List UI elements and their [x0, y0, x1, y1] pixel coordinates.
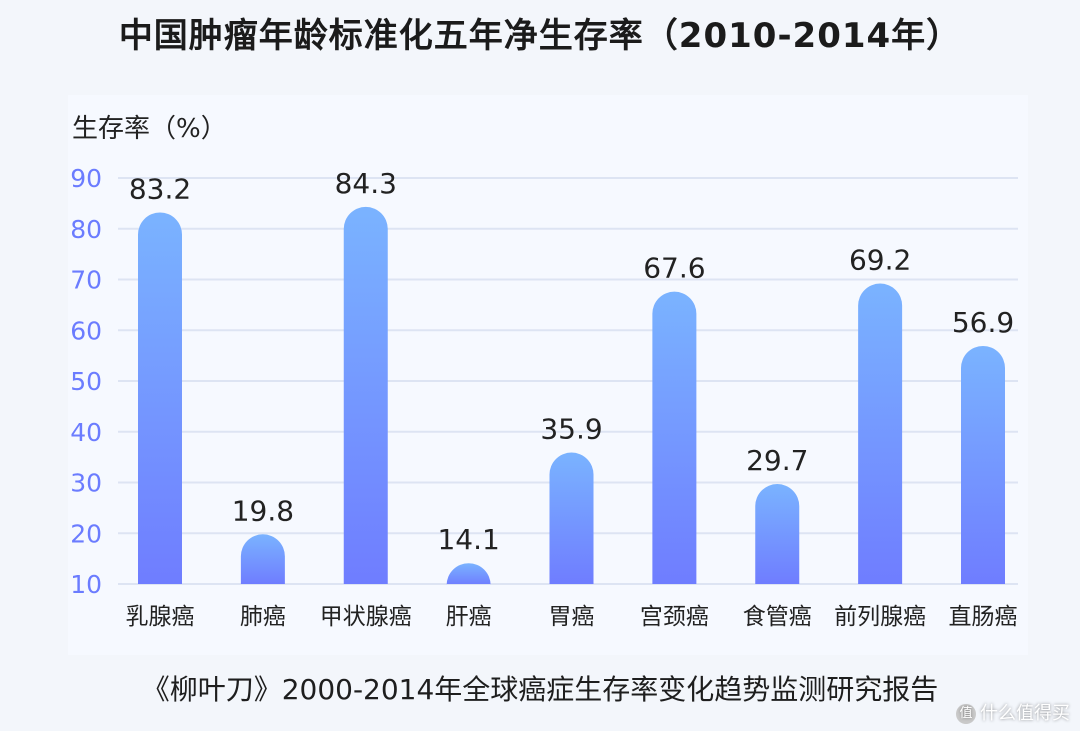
y-tick-label: 70: [70, 266, 102, 295]
y-tick-label: 60: [70, 316, 102, 345]
bar: [755, 484, 800, 584]
bar: [343, 206, 388, 584]
x-tick-label: 甲状腺癌: [320, 604, 412, 630]
x-tick-label: 肝癌: [446, 604, 492, 630]
watermark: 值什么值得买: [956, 699, 1070, 725]
x-ticks: 乳腺癌 肺癌 甲状腺癌 肝癌 胃癌 宫颈癌 食管癌 前列腺癌 直肠癌: [126, 604, 1018, 630]
value-label: 56.9: [952, 306, 1014, 339]
chart-title: 中国肿瘤年龄标准化五年净生存率（2010-2014年）: [118, 16, 962, 56]
x-tick-label: 前列腺癌: [834, 604, 926, 630]
y-tick-label: 20: [70, 519, 102, 548]
y-ticks: 10 20 30 40 50 60 70 80 90: [70, 164, 102, 599]
value-label: 29.7: [746, 444, 808, 477]
y-tick-label: 10: [70, 570, 102, 599]
value-label: 19.8: [232, 494, 294, 527]
bar: [652, 291, 697, 584]
y-tick-label: 40: [70, 418, 102, 447]
value-label: 69.2: [849, 244, 911, 277]
watermark-text: 什么值得买: [980, 703, 1070, 724]
value-labels: 83.2 19.8 84.3 14.1 35.9 67.6 29.7 69.2 56.9: [129, 167, 1014, 556]
bar: [240, 534, 285, 584]
x-tick-label: 直肠癌: [949, 604, 1018, 630]
bar: [549, 452, 594, 584]
x-tick-label: 肺癌: [240, 604, 286, 630]
chat-bubble-icon: 值: [956, 704, 976, 724]
x-tick-label: 胃癌: [549, 604, 595, 630]
value-label: 14.1: [437, 523, 499, 556]
y-axis-label: 生存率（%）: [72, 114, 227, 144]
bar: [858, 283, 903, 584]
y-tick-label: 30: [70, 469, 102, 498]
bar: [446, 563, 491, 586]
y-tick-label: 50: [70, 367, 102, 396]
value-label: 35.9: [540, 413, 602, 446]
value-label: 84.3: [335, 167, 397, 200]
x-tick-label: 乳腺癌: [126, 604, 195, 630]
y-tick-label: 80: [70, 215, 102, 244]
bar: [138, 212, 183, 584]
value-label: 83.2: [129, 173, 191, 206]
x-tick-label: 食管癌: [743, 604, 812, 630]
bar: [961, 345, 1005, 584]
source-caption: 《柳叶刀》2000-2014年全球癌症生存率变化趋势监测研究报告: [141, 673, 939, 706]
y-tick-label: 90: [70, 164, 102, 193]
bars: [138, 206, 1005, 586]
value-label: 67.6: [643, 252, 705, 285]
x-tick-label: 宫颈癌: [640, 604, 709, 630]
